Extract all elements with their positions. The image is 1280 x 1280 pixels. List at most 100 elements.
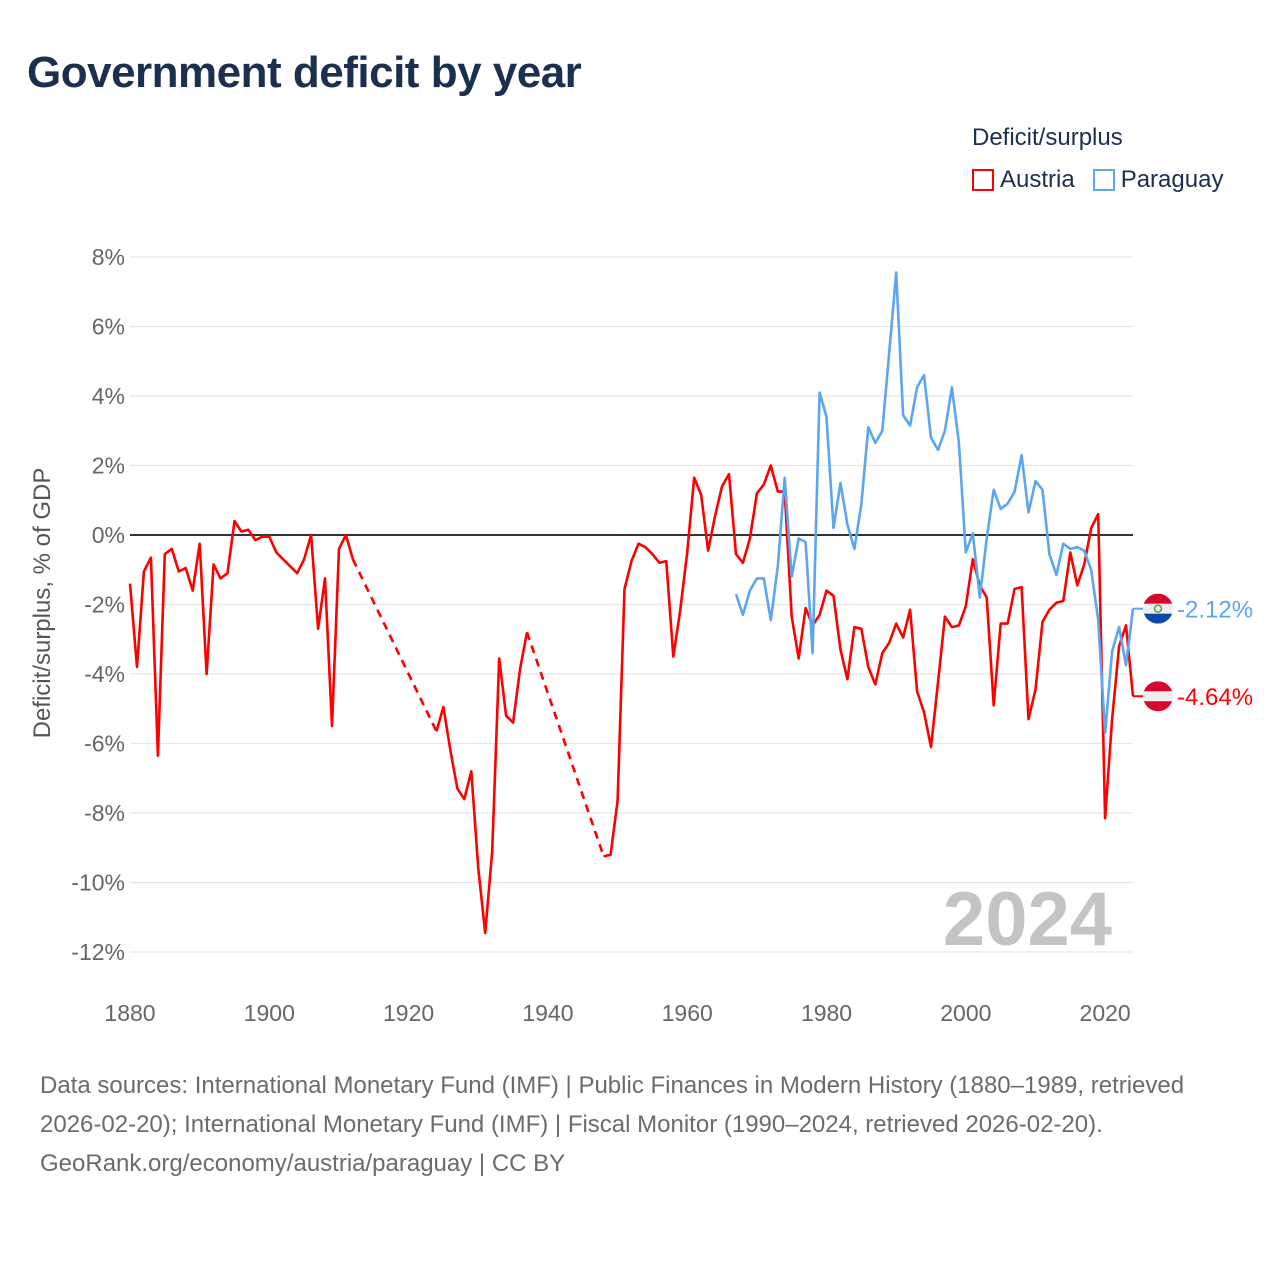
- data-point[interactable]: [669, 653, 677, 661]
- data-point[interactable]: [648, 550, 656, 558]
- data-point[interactable]: [809, 649, 817, 657]
- data-point[interactable]: [864, 423, 872, 431]
- data-point[interactable]: [279, 555, 287, 563]
- data-point[interactable]: [1066, 545, 1074, 553]
- data-point[interactable]: [1052, 599, 1060, 607]
- data-point[interactable]: [628, 557, 636, 565]
- data-point[interactable]: [161, 550, 169, 558]
- data-point[interactable]: [300, 555, 308, 563]
- data-point[interactable]: [1004, 500, 1012, 508]
- data-point[interactable]: [286, 562, 294, 570]
- data-point[interactable]: [237, 528, 245, 536]
- data-point[interactable]: [850, 623, 858, 631]
- data-point[interactable]: [767, 462, 775, 470]
- data-point[interactable]: [829, 592, 837, 600]
- data-point[interactable]: [1080, 547, 1088, 555]
- data-point[interactable]: [760, 574, 768, 582]
- data-point[interactable]: [823, 413, 831, 421]
- data-point[interactable]: [1038, 618, 1046, 626]
- data-point[interactable]: [836, 479, 844, 487]
- data-point[interactable]: [739, 559, 747, 567]
- data-point[interactable]: [621, 585, 629, 593]
- data-point[interactable]: [210, 561, 218, 569]
- data-point[interactable]: [314, 625, 322, 633]
- data-point[interactable]: [753, 489, 761, 497]
- data-point[interactable]: [927, 743, 935, 751]
- data-point[interactable]: [196, 540, 204, 548]
- data-point[interactable]: [224, 569, 232, 577]
- data-point[interactable]: [711, 512, 719, 520]
- data-point[interactable]: [774, 562, 782, 570]
- data-point[interactable]: [335, 545, 343, 553]
- data-point[interactable]: [328, 722, 336, 730]
- data-point[interactable]: [1018, 451, 1026, 459]
- data-point[interactable]: [182, 564, 190, 572]
- data-point[interactable]: [788, 573, 796, 581]
- data-point[interactable]: [1011, 488, 1019, 496]
- data-point[interactable]: [446, 746, 454, 754]
- data-point[interactable]: [962, 548, 970, 556]
- data-point[interactable]: [523, 628, 531, 636]
- data-point[interactable]: [990, 701, 998, 709]
- data-point[interactable]: [885, 639, 893, 647]
- data-point[interactable]: [217, 574, 225, 582]
- data-point[interactable]: [955, 621, 963, 629]
- data-point[interactable]: [843, 521, 851, 529]
- data-point[interactable]: [788, 613, 796, 621]
- data-point[interactable]: [704, 547, 712, 555]
- data-point[interactable]: [1031, 477, 1039, 485]
- data-point[interactable]: [1011, 585, 1019, 593]
- data-point[interactable]: [690, 474, 698, 482]
- data-point[interactable]: [857, 500, 865, 508]
- data-point[interactable]: [885, 349, 893, 357]
- data-point[interactable]: [983, 534, 991, 542]
- credit-link[interactable]: GeoRank.org/economy/austria/paraguay | C…: [40, 1150, 566, 1177]
- data-point[interactable]: [495, 654, 503, 662]
- data-point[interactable]: [293, 569, 301, 577]
- data-point[interactable]: [140, 567, 148, 575]
- data-point[interactable]: [857, 625, 865, 633]
- data-point[interactable]: [655, 559, 663, 567]
- data-point[interactable]: [1018, 583, 1026, 591]
- data-point[interactable]: [732, 590, 740, 598]
- data-point[interactable]: [272, 548, 280, 556]
- data-point[interactable]: [899, 411, 907, 419]
- data-point[interactable]: [432, 727, 440, 735]
- data-point[interactable]: [816, 611, 824, 619]
- data-point[interactable]: [1115, 623, 1123, 631]
- data-point[interactable]: [676, 606, 684, 614]
- data-point[interactable]: [829, 524, 837, 532]
- data-point[interactable]: [662, 557, 670, 565]
- data-point[interactable]: [948, 623, 956, 631]
- data-point[interactable]: [934, 679, 942, 687]
- data-point[interactable]: [265, 533, 273, 541]
- data-point[interactable]: [1094, 616, 1102, 624]
- data-point[interactable]: [1025, 715, 1033, 723]
- data-point[interactable]: [1087, 524, 1095, 532]
- data-point[interactable]: [997, 505, 1005, 513]
- data-point[interactable]: [1045, 606, 1053, 614]
- data-point[interactable]: [1122, 661, 1130, 669]
- data-point[interactable]: [892, 620, 900, 628]
- data-point[interactable]: [906, 606, 914, 614]
- data-point[interactable]: [1094, 510, 1102, 518]
- data-point[interactable]: [467, 767, 475, 775]
- data-point[interactable]: [871, 439, 879, 447]
- data-point[interactable]: [641, 543, 649, 551]
- data-point[interactable]: [955, 439, 963, 447]
- data-point[interactable]: [133, 663, 141, 671]
- data-point[interactable]: [189, 587, 197, 595]
- data-point[interactable]: [871, 680, 879, 688]
- data-point[interactable]: [948, 383, 956, 391]
- data-point[interactable]: [746, 534, 754, 542]
- data-point[interactable]: [843, 675, 851, 683]
- data-point[interactable]: [760, 481, 768, 489]
- data-point[interactable]: [739, 611, 747, 619]
- data-point[interactable]: [767, 616, 775, 624]
- data-point[interactable]: [795, 534, 803, 542]
- data-point[interactable]: [1101, 814, 1109, 822]
- data-point[interactable]: [816, 389, 824, 397]
- data-point[interactable]: [997, 620, 1005, 628]
- legend-item-austria[interactable]: Austria: [972, 166, 1075, 194]
- data-point[interactable]: [795, 654, 803, 662]
